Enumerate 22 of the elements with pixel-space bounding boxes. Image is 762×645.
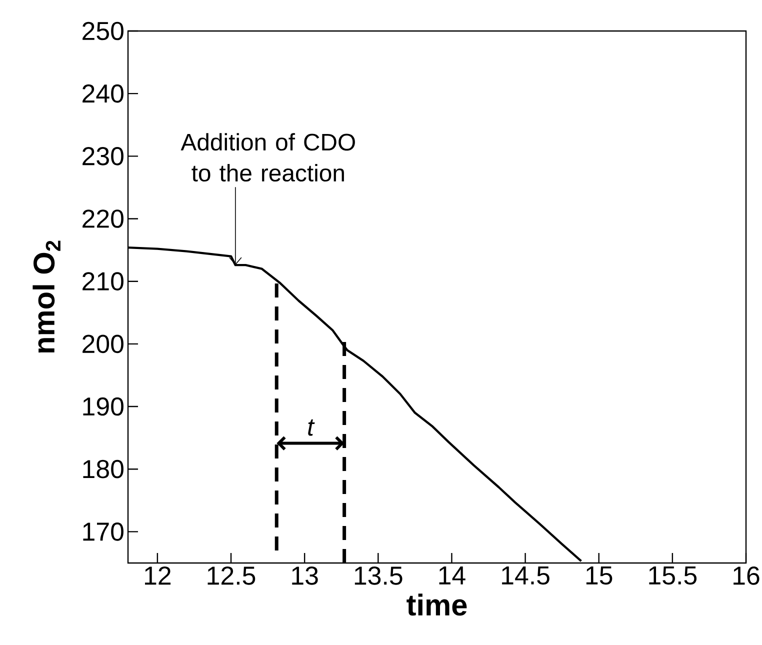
y-tick-label: 230: [82, 146, 124, 166]
x-tick-label: 13.5: [354, 566, 402, 585]
y-tick-label: 190: [83, 397, 124, 416]
x-tick-label: 15.5: [649, 566, 697, 585]
x-tick-label: 12.5: [208, 566, 256, 585]
y-tick-label: 200: [82, 334, 124, 354]
x-tick-label: 14: [439, 566, 466, 584]
x-axis-title: time: [406, 594, 467, 616]
y-tick-label: 240: [82, 84, 124, 103]
x-tick-label: 12: [145, 566, 171, 585]
x-tick-label: 14.5: [502, 566, 550, 585]
annotation: t: [308, 419, 315, 436]
y-tick-label: 250: [82, 22, 124, 40]
y-tick-label: 170: [83, 522, 124, 541]
annotation: Addition of CDO to the reaction: [180, 133, 355, 182]
y-tick-label: 210: [82, 272, 124, 291]
x-tick-label: 13: [292, 566, 318, 585]
y-axis-title: nmol O$_{2}$: [32, 240, 60, 353]
y-tick-label: 220: [82, 210, 124, 228]
y-tick-label: 180: [83, 460, 124, 478]
x-tick-label: 15: [586, 566, 612, 585]
x-tick-label: 16: [734, 566, 760, 585]
